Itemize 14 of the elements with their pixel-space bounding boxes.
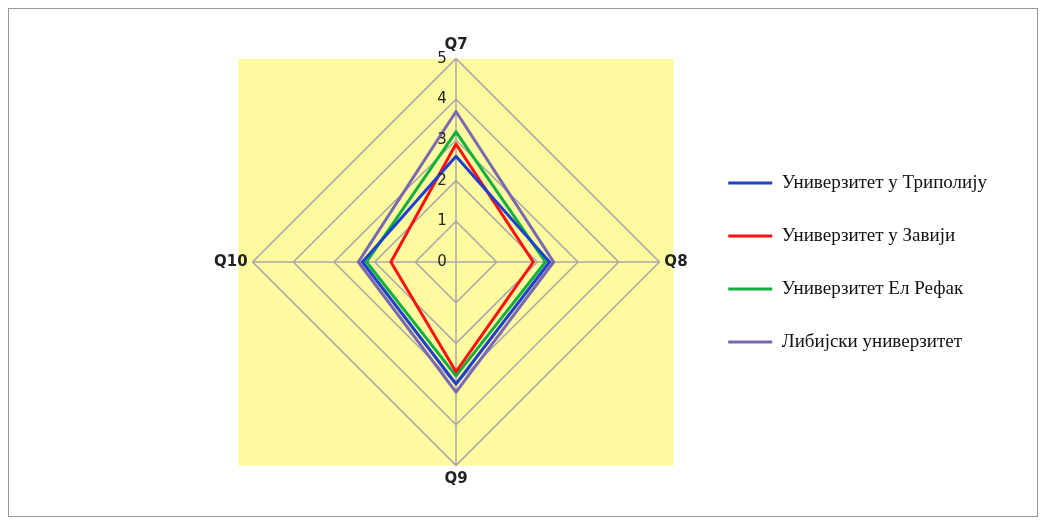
y-tick-label: 3 <box>437 129 447 148</box>
y-tick-label: 1 <box>437 211 447 230</box>
spoke-label: Q10 <box>213 251 248 270</box>
legend-label: Либијски универзитет <box>781 329 963 351</box>
y-tick-label: 4 <box>437 89 447 108</box>
y-tick-label: 2 <box>437 170 447 189</box>
y-tick-label: 5 <box>437 48 447 67</box>
y-tick-label: 0 <box>437 251 447 270</box>
legend-label: Универзитет у Завији <box>781 223 956 245</box>
spoke-label: Q9 <box>444 469 468 488</box>
legend-label: Универзитет у Триполију <box>781 170 988 192</box>
spoke-label: Q8 <box>664 251 688 270</box>
legend-label: Универзитет Ел Рефак <box>781 276 964 298</box>
spoke-label: Q7 <box>444 34 468 53</box>
